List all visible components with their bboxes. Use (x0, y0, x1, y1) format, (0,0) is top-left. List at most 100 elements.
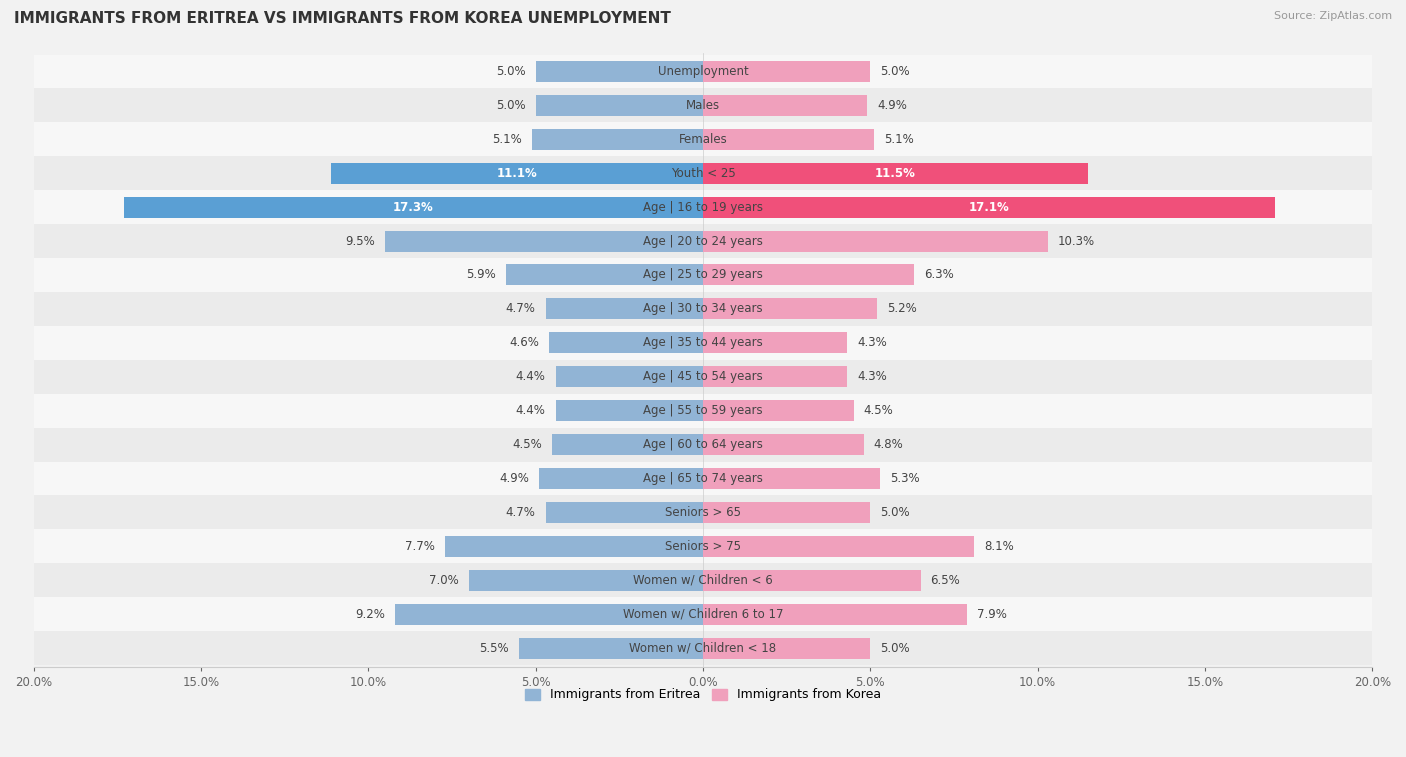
Bar (34, 55, 1372, 89)
Bar (703, 637, 870, 659)
Bar (34, 190, 1372, 224)
Bar (34, 156, 1372, 190)
Text: 4.5%: 4.5% (863, 404, 893, 417)
Text: Unemployment: Unemployment (658, 65, 748, 78)
Text: Age | 60 to 64 years: Age | 60 to 64 years (643, 438, 763, 451)
Text: 5.5%: 5.5% (479, 641, 509, 655)
Text: 4.6%: 4.6% (509, 336, 538, 349)
Text: Age | 30 to 34 years: Age | 30 to 34 years (643, 302, 763, 316)
Bar (34, 292, 1372, 326)
Bar (34, 394, 1372, 428)
Text: Women w/ Children 6 to 17: Women w/ Children 6 to 17 (623, 608, 783, 621)
Text: 8.1%: 8.1% (984, 540, 1014, 553)
Text: 5.0%: 5.0% (496, 99, 526, 112)
Bar (34, 597, 1372, 631)
Text: 17.3%: 17.3% (394, 201, 434, 213)
Bar (34, 123, 1372, 156)
Text: 5.2%: 5.2% (887, 302, 917, 316)
Text: 5.9%: 5.9% (465, 269, 495, 282)
Bar (546, 502, 703, 523)
Bar (385, 231, 703, 251)
Text: IMMIGRANTS FROM ERITREA VS IMMIGRANTS FROM KOREA UNEMPLOYMENT: IMMIGRANTS FROM ERITREA VS IMMIGRANTS FR… (14, 11, 671, 26)
Bar (34, 326, 1372, 360)
Bar (34, 462, 1372, 495)
Text: 10.3%: 10.3% (1057, 235, 1095, 248)
Text: Females: Females (679, 132, 727, 146)
Text: 4.9%: 4.9% (877, 99, 907, 112)
Bar (703, 468, 880, 489)
Bar (703, 536, 974, 557)
Bar (533, 129, 703, 150)
Bar (468, 570, 703, 590)
Bar (703, 400, 853, 421)
Text: 4.3%: 4.3% (858, 336, 887, 349)
Bar (519, 637, 703, 659)
Text: 5.0%: 5.0% (880, 641, 910, 655)
Text: 4.7%: 4.7% (506, 302, 536, 316)
Bar (703, 434, 863, 455)
Bar (34, 495, 1372, 529)
Text: 5.0%: 5.0% (880, 65, 910, 78)
Bar (703, 298, 877, 319)
Bar (506, 264, 703, 285)
Text: 4.7%: 4.7% (506, 506, 536, 519)
Bar (34, 360, 1372, 394)
Text: 4.4%: 4.4% (516, 370, 546, 383)
Text: Age | 20 to 24 years: Age | 20 to 24 years (643, 235, 763, 248)
Bar (553, 434, 703, 455)
Text: 17.1%: 17.1% (969, 201, 1010, 213)
Bar (555, 400, 703, 421)
Bar (703, 603, 967, 625)
Bar (538, 468, 703, 489)
Text: 5.0%: 5.0% (880, 506, 910, 519)
Legend: Immigrants from Eritrea, Immigrants from Korea: Immigrants from Eritrea, Immigrants from… (519, 684, 887, 706)
Text: 6.3%: 6.3% (924, 269, 953, 282)
Text: 7.0%: 7.0% (429, 574, 458, 587)
Bar (703, 502, 870, 523)
Text: Seniors > 75: Seniors > 75 (665, 540, 741, 553)
Text: Age | 55 to 59 years: Age | 55 to 59 years (643, 404, 763, 417)
Bar (34, 631, 1372, 665)
Text: 9.5%: 9.5% (346, 235, 375, 248)
Text: 5.1%: 5.1% (884, 132, 914, 146)
Bar (548, 332, 703, 354)
Text: 4.9%: 4.9% (499, 472, 529, 485)
Text: 4.4%: 4.4% (516, 404, 546, 417)
Text: Age | 25 to 29 years: Age | 25 to 29 years (643, 269, 763, 282)
Text: 4.3%: 4.3% (858, 370, 887, 383)
Bar (703, 129, 873, 150)
Bar (34, 89, 1372, 123)
Bar (34, 563, 1372, 597)
Bar (703, 231, 1047, 251)
Bar (34, 224, 1372, 258)
Bar (34, 258, 1372, 292)
Text: 4.8%: 4.8% (873, 438, 904, 451)
Text: Age | 45 to 54 years: Age | 45 to 54 years (643, 370, 763, 383)
Bar (546, 298, 703, 319)
Bar (703, 95, 868, 116)
Text: Age | 35 to 44 years: Age | 35 to 44 years (643, 336, 763, 349)
Bar (446, 536, 703, 557)
Bar (703, 163, 1088, 184)
Bar (536, 95, 703, 116)
Bar (703, 570, 921, 590)
Bar (703, 366, 846, 388)
Text: Women w/ Children < 6: Women w/ Children < 6 (633, 574, 773, 587)
Text: Age | 16 to 19 years: Age | 16 to 19 years (643, 201, 763, 213)
Text: Males: Males (686, 99, 720, 112)
Bar (332, 163, 703, 184)
Text: Youth < 25: Youth < 25 (671, 167, 735, 179)
Text: Seniors > 65: Seniors > 65 (665, 506, 741, 519)
Text: 5.3%: 5.3% (890, 472, 920, 485)
Text: 7.7%: 7.7% (405, 540, 436, 553)
Text: 4.5%: 4.5% (513, 438, 543, 451)
Bar (555, 366, 703, 388)
Bar (703, 61, 870, 82)
Text: 6.5%: 6.5% (931, 574, 960, 587)
Bar (395, 603, 703, 625)
Text: 5.0%: 5.0% (496, 65, 526, 78)
Bar (536, 61, 703, 82)
Text: 11.1%: 11.1% (496, 167, 537, 179)
Text: 7.9%: 7.9% (977, 608, 1007, 621)
Text: 9.2%: 9.2% (356, 608, 385, 621)
